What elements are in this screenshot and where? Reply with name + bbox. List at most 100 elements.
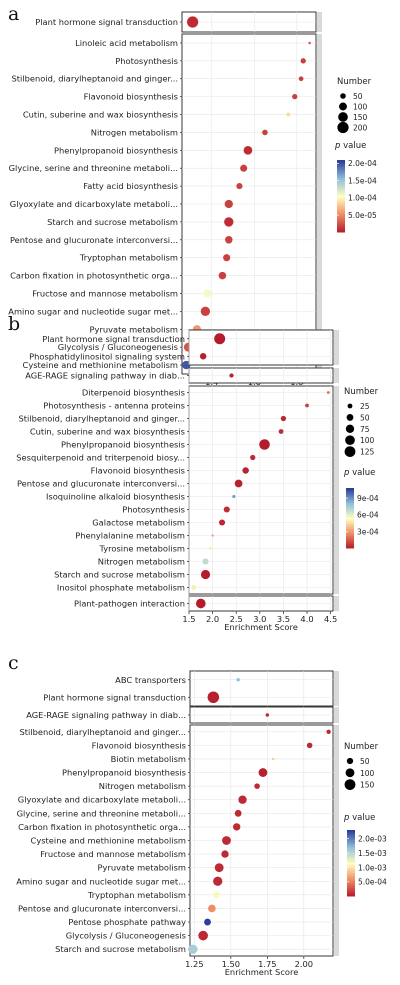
- data-point: [240, 164, 248, 172]
- colorbar-segment: [347, 861, 355, 864]
- data-point: [229, 373, 234, 378]
- colorbar-segment: [346, 522, 354, 525]
- facet-strip: [317, 34, 322, 374]
- size-legend-label: 50: [360, 757, 370, 766]
- color-legend-title: p value: [343, 468, 375, 478]
- facet-frame: [189, 670, 334, 707]
- color-legend-title-p: p: [334, 141, 340, 151]
- data-point: [200, 306, 211, 317]
- size-legend-label: 150: [360, 781, 375, 790]
- category-label: Pyruvate metabolism: [90, 324, 178, 334]
- colorbar-segment: [337, 165, 345, 168]
- size-legend-key: [345, 768, 355, 778]
- x-tick-label: 4.5: [324, 614, 337, 624]
- data-point: [218, 271, 227, 280]
- colorbar-segment: [347, 848, 355, 851]
- x-tick-label: 1.25: [185, 959, 203, 969]
- colorbar-segment: [347, 839, 355, 843]
- colorbar-segment: [337, 185, 345, 188]
- category-label: Cysteine and methionine metabolism: [23, 360, 178, 370]
- category-label: Plant hormone signal transduction: [42, 334, 185, 344]
- colorbar-segment: [346, 534, 354, 537]
- colorbar-segment: [346, 498, 354, 501]
- x-tick-label: 1.50: [222, 959, 240, 969]
- colorbar-segment: [346, 528, 354, 531]
- colorbar-segment: [346, 543, 354, 546]
- data-point: [305, 403, 309, 408]
- data-point: [254, 783, 260, 789]
- category-label: Galactose metabolism: [92, 518, 185, 528]
- colorbar-segment: [337, 169, 345, 172]
- colorbar-label: 5.0e-05: [348, 211, 377, 220]
- colorbar-segment: [337, 183, 345, 186]
- data-point: [236, 678, 240, 682]
- category-label: Pentose and glucuronate interconversi...: [10, 235, 178, 245]
- data-point: [326, 729, 331, 734]
- colorbar-segment: [346, 546, 354, 549]
- colorbar-segment: [346, 521, 354, 523]
- data-point: [234, 479, 243, 488]
- category-label: Photosynthesis: [122, 505, 185, 515]
- colorbar-segment: [346, 531, 354, 534]
- category-label: Pentose and glucuronate interconversi...: [18, 903, 186, 913]
- category-label: Nitrogen metabolism: [99, 781, 186, 791]
- colorbar-label: 6e-04: [357, 511, 379, 520]
- size-legend-title: Number: [344, 742, 379, 752]
- colorbar-segment: [347, 871, 355, 874]
- color-legend-title-rest: value: [349, 813, 375, 823]
- category-label: Glycine, serine and threonine metaboli..…: [17, 808, 186, 818]
- size-legend-label: 150: [353, 113, 368, 122]
- colorbar-segment: [337, 226, 345, 229]
- colorbar-segment: [347, 872, 355, 876]
- colorbar-label: 5.0e-04: [358, 878, 387, 887]
- category-label: Tryptophan metabolism: [87, 890, 186, 900]
- category-label: Carbon fixation in photosynthetic orga..…: [18, 822, 186, 832]
- colorbar-segment: [346, 488, 354, 490]
- size-legend-label: 75: [360, 425, 370, 434]
- size-legend-label: 50: [360, 413, 370, 422]
- facet-strip: [334, 330, 339, 365]
- colorbar-segment: [347, 834, 355, 838]
- category-label: Biotin metabolism: [111, 754, 186, 764]
- facet-frame: [188, 385, 334, 595]
- category-label: Linoleic acid metabolism: [75, 38, 178, 48]
- size-legend-key: [346, 413, 354, 421]
- colorbar-segment: [346, 524, 354, 526]
- size-legend-label: 200: [353, 124, 368, 133]
- data-point: [187, 16, 199, 28]
- x-axis-title: Enrichment Score: [224, 622, 298, 632]
- color-legend-title-rest: value: [340, 141, 366, 151]
- category-label: Phenylpropanoid biosynthesis: [61, 440, 185, 450]
- category-label: Plant hormone signal transduction: [43, 692, 186, 702]
- category-label: Flavonoid biosynthesis: [91, 466, 185, 476]
- category-label: Nitrogen metabolism: [98, 557, 185, 567]
- category-label: Phenylalanine metabolism: [75, 531, 185, 541]
- colorbar-segment: [337, 214, 345, 217]
- x-tick-label: 2.0: [206, 614, 219, 624]
- colorbar-segment: [346, 494, 354, 496]
- colorbar-segment: [346, 516, 354, 519]
- category-label: Fructose and mannose metabolism: [40, 849, 186, 859]
- category-label: Glyoxylate and dicarboxylate metaboli...: [10, 199, 178, 209]
- x-tick-label: 1.75: [258, 959, 276, 969]
- data-point: [224, 199, 233, 209]
- size-legend-key: [340, 93, 346, 99]
- colorbar-segment: [337, 223, 345, 226]
- colorbar-segment: [337, 210, 345, 213]
- category-label: Starch and sucrose metabolism: [47, 217, 178, 227]
- colorbar-segment: [337, 167, 345, 170]
- colorbar-segment: [347, 854, 355, 857]
- size-legend-key: [337, 121, 349, 134]
- category-label: Amino sugar and nucleotide sugar met...: [16, 876, 186, 886]
- category-label: AGE-RAGE signaling pathway in diab...: [25, 371, 185, 381]
- colorbar-segment: [347, 894, 355, 897]
- category-label: Glycolysis / Gluconeogenesis: [58, 342, 178, 352]
- category-label: ABC transporters: [115, 675, 186, 685]
- colorbar-segment: [346, 497, 354, 499]
- colorbar-segment: [347, 879, 355, 882]
- colorbar-segment: [346, 510, 354, 513]
- colorbar-segment: [337, 206, 345, 210]
- panel-a: a Plant hormone signal transduction Linole…: [8, 3, 377, 395]
- category-label: Glycolysis / Gluconeogenesis: [66, 931, 186, 941]
- colorbar-segment: [346, 513, 354, 516]
